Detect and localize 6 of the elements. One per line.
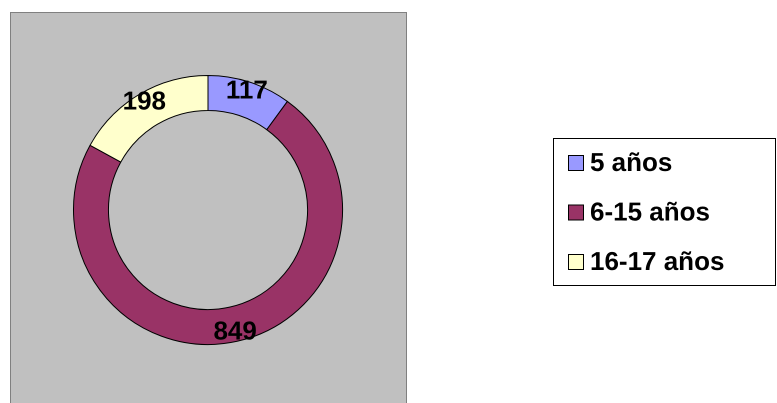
data-label: 849 bbox=[213, 315, 257, 346]
legend-label: 5 años bbox=[590, 147, 672, 178]
legend-label: 6-15 años bbox=[590, 196, 710, 227]
data-label: 117 bbox=[226, 74, 268, 104]
legend-label: 16-17 años bbox=[590, 246, 724, 276]
data-label: 198 bbox=[122, 86, 166, 116]
